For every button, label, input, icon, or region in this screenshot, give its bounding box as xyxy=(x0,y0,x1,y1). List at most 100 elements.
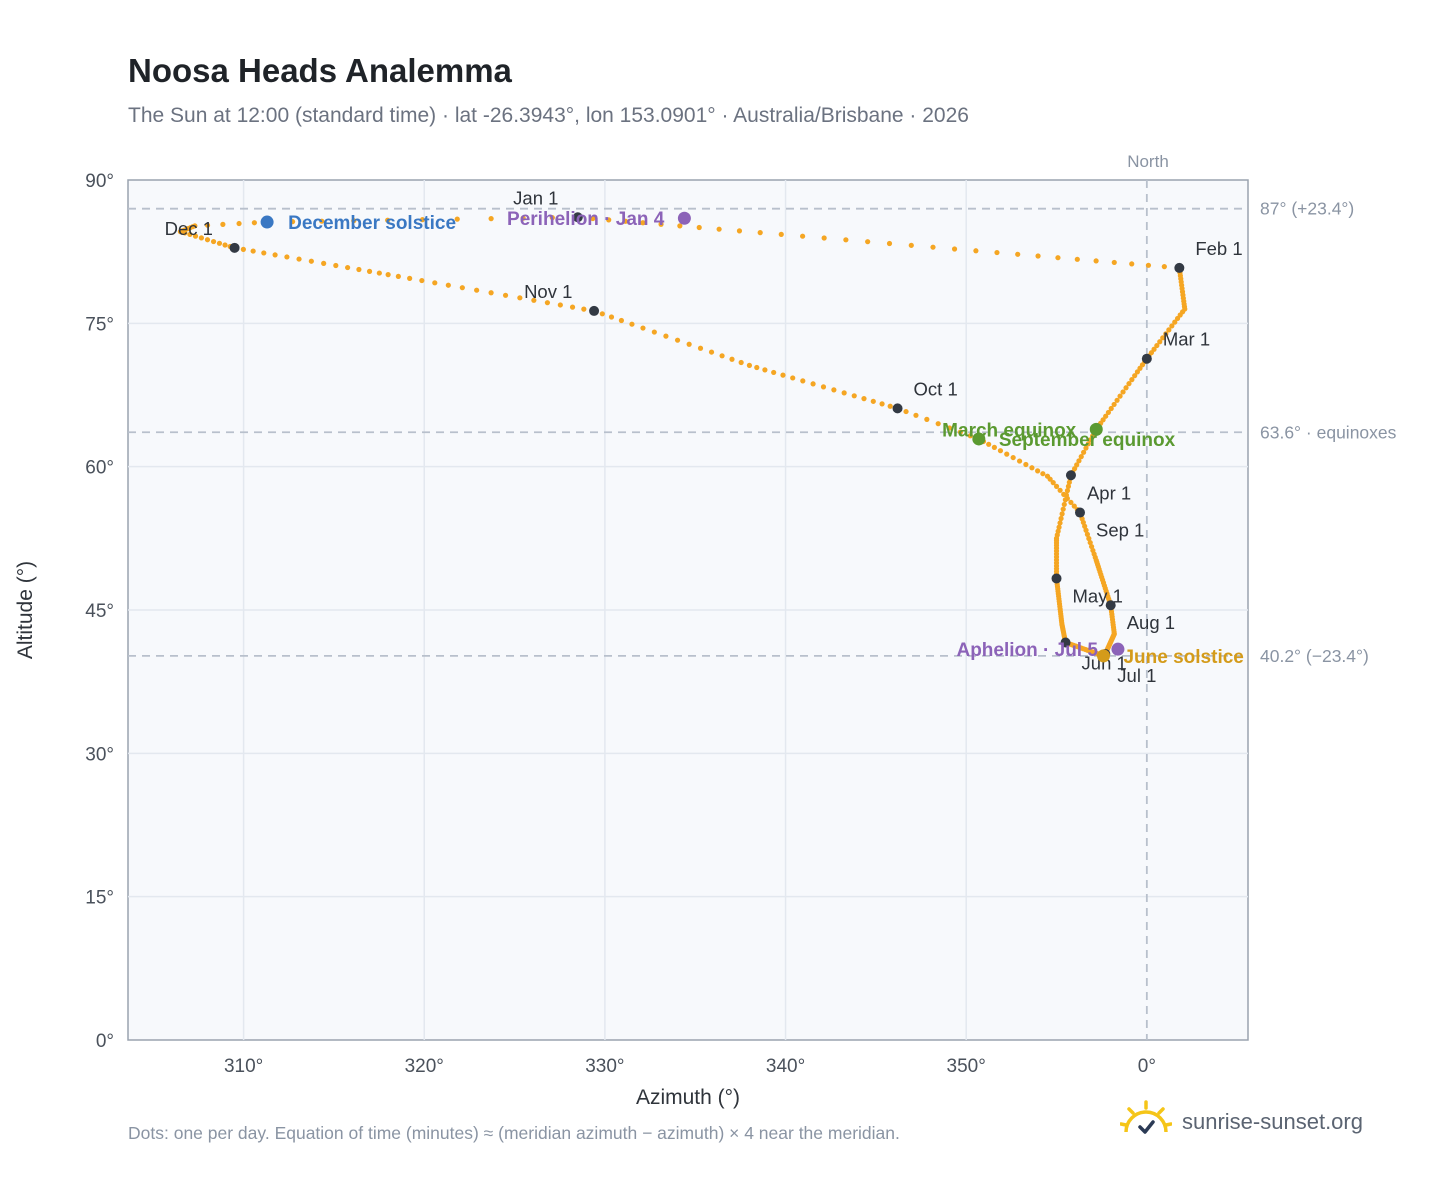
daily-sun-dot xyxy=(520,215,526,221)
daily-sun-dot xyxy=(696,224,702,231)
daily-sun-dot xyxy=(736,228,743,234)
daily-sun-dot xyxy=(590,215,596,222)
y-tick-label: 30° xyxy=(85,744,114,765)
daily-sun-dot xyxy=(385,217,391,223)
y-tick-label: 0° xyxy=(96,1031,114,1052)
daily-sun-dot xyxy=(1087,539,1093,546)
month-marker-dot xyxy=(572,212,583,223)
daily-sun-dot xyxy=(886,240,893,247)
daily-sun-dot xyxy=(1015,251,1021,257)
daily-sun-dot xyxy=(651,329,657,335)
month-marker-dot xyxy=(1141,353,1152,364)
daily-sun-dot xyxy=(1060,506,1066,512)
brand-logo[interactable]: sunrise-sunset.org xyxy=(1119,1099,1363,1144)
daily-sun-dot xyxy=(746,362,753,368)
daily-sun-dot xyxy=(502,292,509,298)
special-point-dot xyxy=(972,432,986,446)
daily-sun-dot xyxy=(1174,315,1181,322)
daily-sun-dot xyxy=(991,444,997,450)
month-marker-dot xyxy=(589,305,600,316)
daily-sun-dot xyxy=(454,216,460,222)
daily-sun-dot xyxy=(187,231,193,238)
reference-line-label: 87° (+23.4°) xyxy=(1260,199,1354,219)
daily-sun-dot xyxy=(697,345,704,351)
x-tick-label: 330° xyxy=(585,1056,624,1077)
daily-sun-dot xyxy=(1066,479,1072,485)
daily-sun-dot xyxy=(1126,381,1132,387)
daily-sun-dot xyxy=(284,254,290,260)
month-marker-label: Jan 1 xyxy=(513,187,558,208)
daily-sun-dot xyxy=(1103,413,1109,419)
daily-sun-dot xyxy=(1081,449,1087,455)
daily-sun-dot xyxy=(1057,487,1063,493)
daily-sun-dot xyxy=(951,246,958,252)
special-point-label: June solstice xyxy=(1123,647,1243,668)
daily-sun-dot xyxy=(1040,471,1046,477)
daily-sun-dot xyxy=(935,421,941,427)
daily-sun-dot xyxy=(754,364,760,371)
daily-sun-dot xyxy=(1086,535,1092,542)
daily-sun-dot xyxy=(1083,445,1089,451)
daily-sun-dot xyxy=(581,306,587,312)
daily-sun-dot xyxy=(261,250,267,256)
daily-sun-dot xyxy=(1016,458,1023,464)
daily-sun-dot xyxy=(771,369,777,376)
daily-sun-dot xyxy=(629,321,635,327)
page-subtitle: The Sun at 12:00 (standard time) · lat -… xyxy=(128,104,969,127)
month-marker-label: Nov 1 xyxy=(524,281,572,302)
daily-sun-dot xyxy=(1061,491,1067,497)
reference-line-label: 40.2° (−23.4°) xyxy=(1260,646,1369,666)
daily-sun-dot xyxy=(640,220,646,226)
daily-sun-dot xyxy=(1064,495,1070,502)
daily-sun-dot xyxy=(198,235,205,241)
daily-sun-dot xyxy=(640,325,646,331)
daily-sun-dot xyxy=(459,285,465,291)
daily-sun-dot xyxy=(1064,488,1071,494)
daily-sun-dot xyxy=(1035,468,1041,474)
daily-sun-dot xyxy=(930,244,936,250)
special-point-label: December solstice xyxy=(288,213,456,234)
x-tick-label: 350° xyxy=(947,1056,986,1077)
daily-sun-dot xyxy=(251,220,257,226)
daily-sun-dot xyxy=(216,240,223,246)
x-tick-label: 310° xyxy=(224,1056,263,1077)
reference-line-label: 63.6° · equinoxes xyxy=(1260,422,1397,442)
daily-sun-dot xyxy=(1088,543,1095,550)
y-tick-label: 75° xyxy=(85,314,114,335)
month-marker-label: Mar 1 xyxy=(1163,329,1210,350)
special-points: December solstice Perihelion · Jan 4March… xyxy=(260,209,1244,668)
daily-sun-dot xyxy=(810,381,816,387)
daily-sun-dot xyxy=(1050,480,1056,486)
daily-sun-dot xyxy=(658,221,664,227)
daily-sun-dot xyxy=(967,433,973,439)
footnote: Dots: one per day. Equation of time (min… xyxy=(128,1123,900,1143)
daily-sun-dot xyxy=(599,311,605,317)
daily-sun-dot xyxy=(366,268,373,274)
daily-sun-dot xyxy=(986,441,992,447)
daily-sun-dot xyxy=(924,416,930,422)
daily-sun-dot xyxy=(220,221,226,227)
daily-sun-dot xyxy=(1085,441,1091,447)
daily-sun-dot xyxy=(1111,401,1117,408)
x-axis-label: Azimuth (°) xyxy=(636,1086,740,1109)
month-marker-label: Sep 1 xyxy=(1096,520,1144,541)
daily-sun-dot xyxy=(419,277,425,284)
month-marker-label: May 1 xyxy=(1073,585,1123,606)
daily-sun-dot xyxy=(780,372,786,378)
month-marker-label: Apr 1 xyxy=(1087,482,1131,503)
daily-sun-dot xyxy=(222,242,228,248)
special-point-dot xyxy=(1089,422,1103,436)
daily-sun-dot xyxy=(887,403,893,409)
daily-sun-dot xyxy=(861,396,867,402)
daily-sun-dot xyxy=(778,231,784,237)
daily-sun-dot xyxy=(708,349,715,355)
daily-sun-dot xyxy=(870,398,876,404)
daily-sun-dot xyxy=(569,304,576,310)
daily-sun-dot xyxy=(790,375,796,381)
special-point-dot xyxy=(677,211,691,225)
daily-sun-dot xyxy=(1057,520,1063,526)
daily-sun-dot xyxy=(865,239,871,245)
page-title: Noosa Heads Analemma xyxy=(128,52,512,89)
daily-sun-dot xyxy=(686,341,692,347)
